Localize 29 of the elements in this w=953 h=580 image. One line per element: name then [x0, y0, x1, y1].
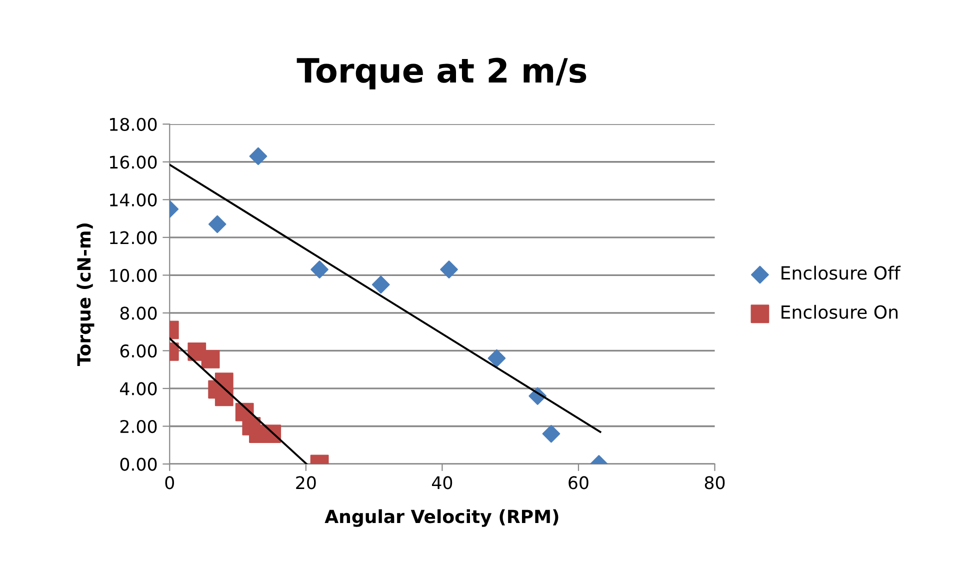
- x-tick-label: 0: [165, 476, 174, 490]
- point: [542, 424, 560, 443]
- y-tick-label: 18.00: [110, 118, 157, 131]
- point: [310, 260, 328, 278]
- legend-label: Enclosure Off: [782, 266, 901, 280]
- point: [372, 276, 390, 294]
- y-tick-label: 2.00: [120, 420, 157, 434]
- y-tick-label: 14.00: [110, 193, 157, 206]
- x-tick-label: 60: [568, 476, 588, 490]
- chart-title: Torque at 2 m/s: [296, 58, 586, 90]
- y-tick-label: 6.00: [120, 344, 157, 358]
- legend-label: Enclosure On: [782, 304, 898, 319]
- y-tick-label: 4.00: [120, 382, 157, 396]
- x-axis-title: Angular Velocity (RPM): [324, 509, 558, 527]
- point: [440, 260, 458, 278]
- point: [214, 388, 234, 406]
- x-tick-label: 20: [296, 476, 316, 490]
- y-tick-label: 8.00: [120, 306, 157, 320]
- y-axis-title: Torque (cN-m): [76, 224, 94, 366]
- y-tick-label: 10.00: [110, 268, 157, 282]
- x-tick-label: 40: [432, 476, 452, 490]
- point: [488, 349, 506, 368]
- point: [208, 215, 226, 234]
- y-tick-label: 16.00: [110, 156, 157, 169]
- y-tick-label: 12.00: [110, 231, 157, 244]
- point: [201, 350, 220, 368]
- x-tick-label: 80: [704, 476, 725, 490]
- point: [249, 147, 268, 166]
- y-tick-label: 0.00: [120, 458, 157, 471]
